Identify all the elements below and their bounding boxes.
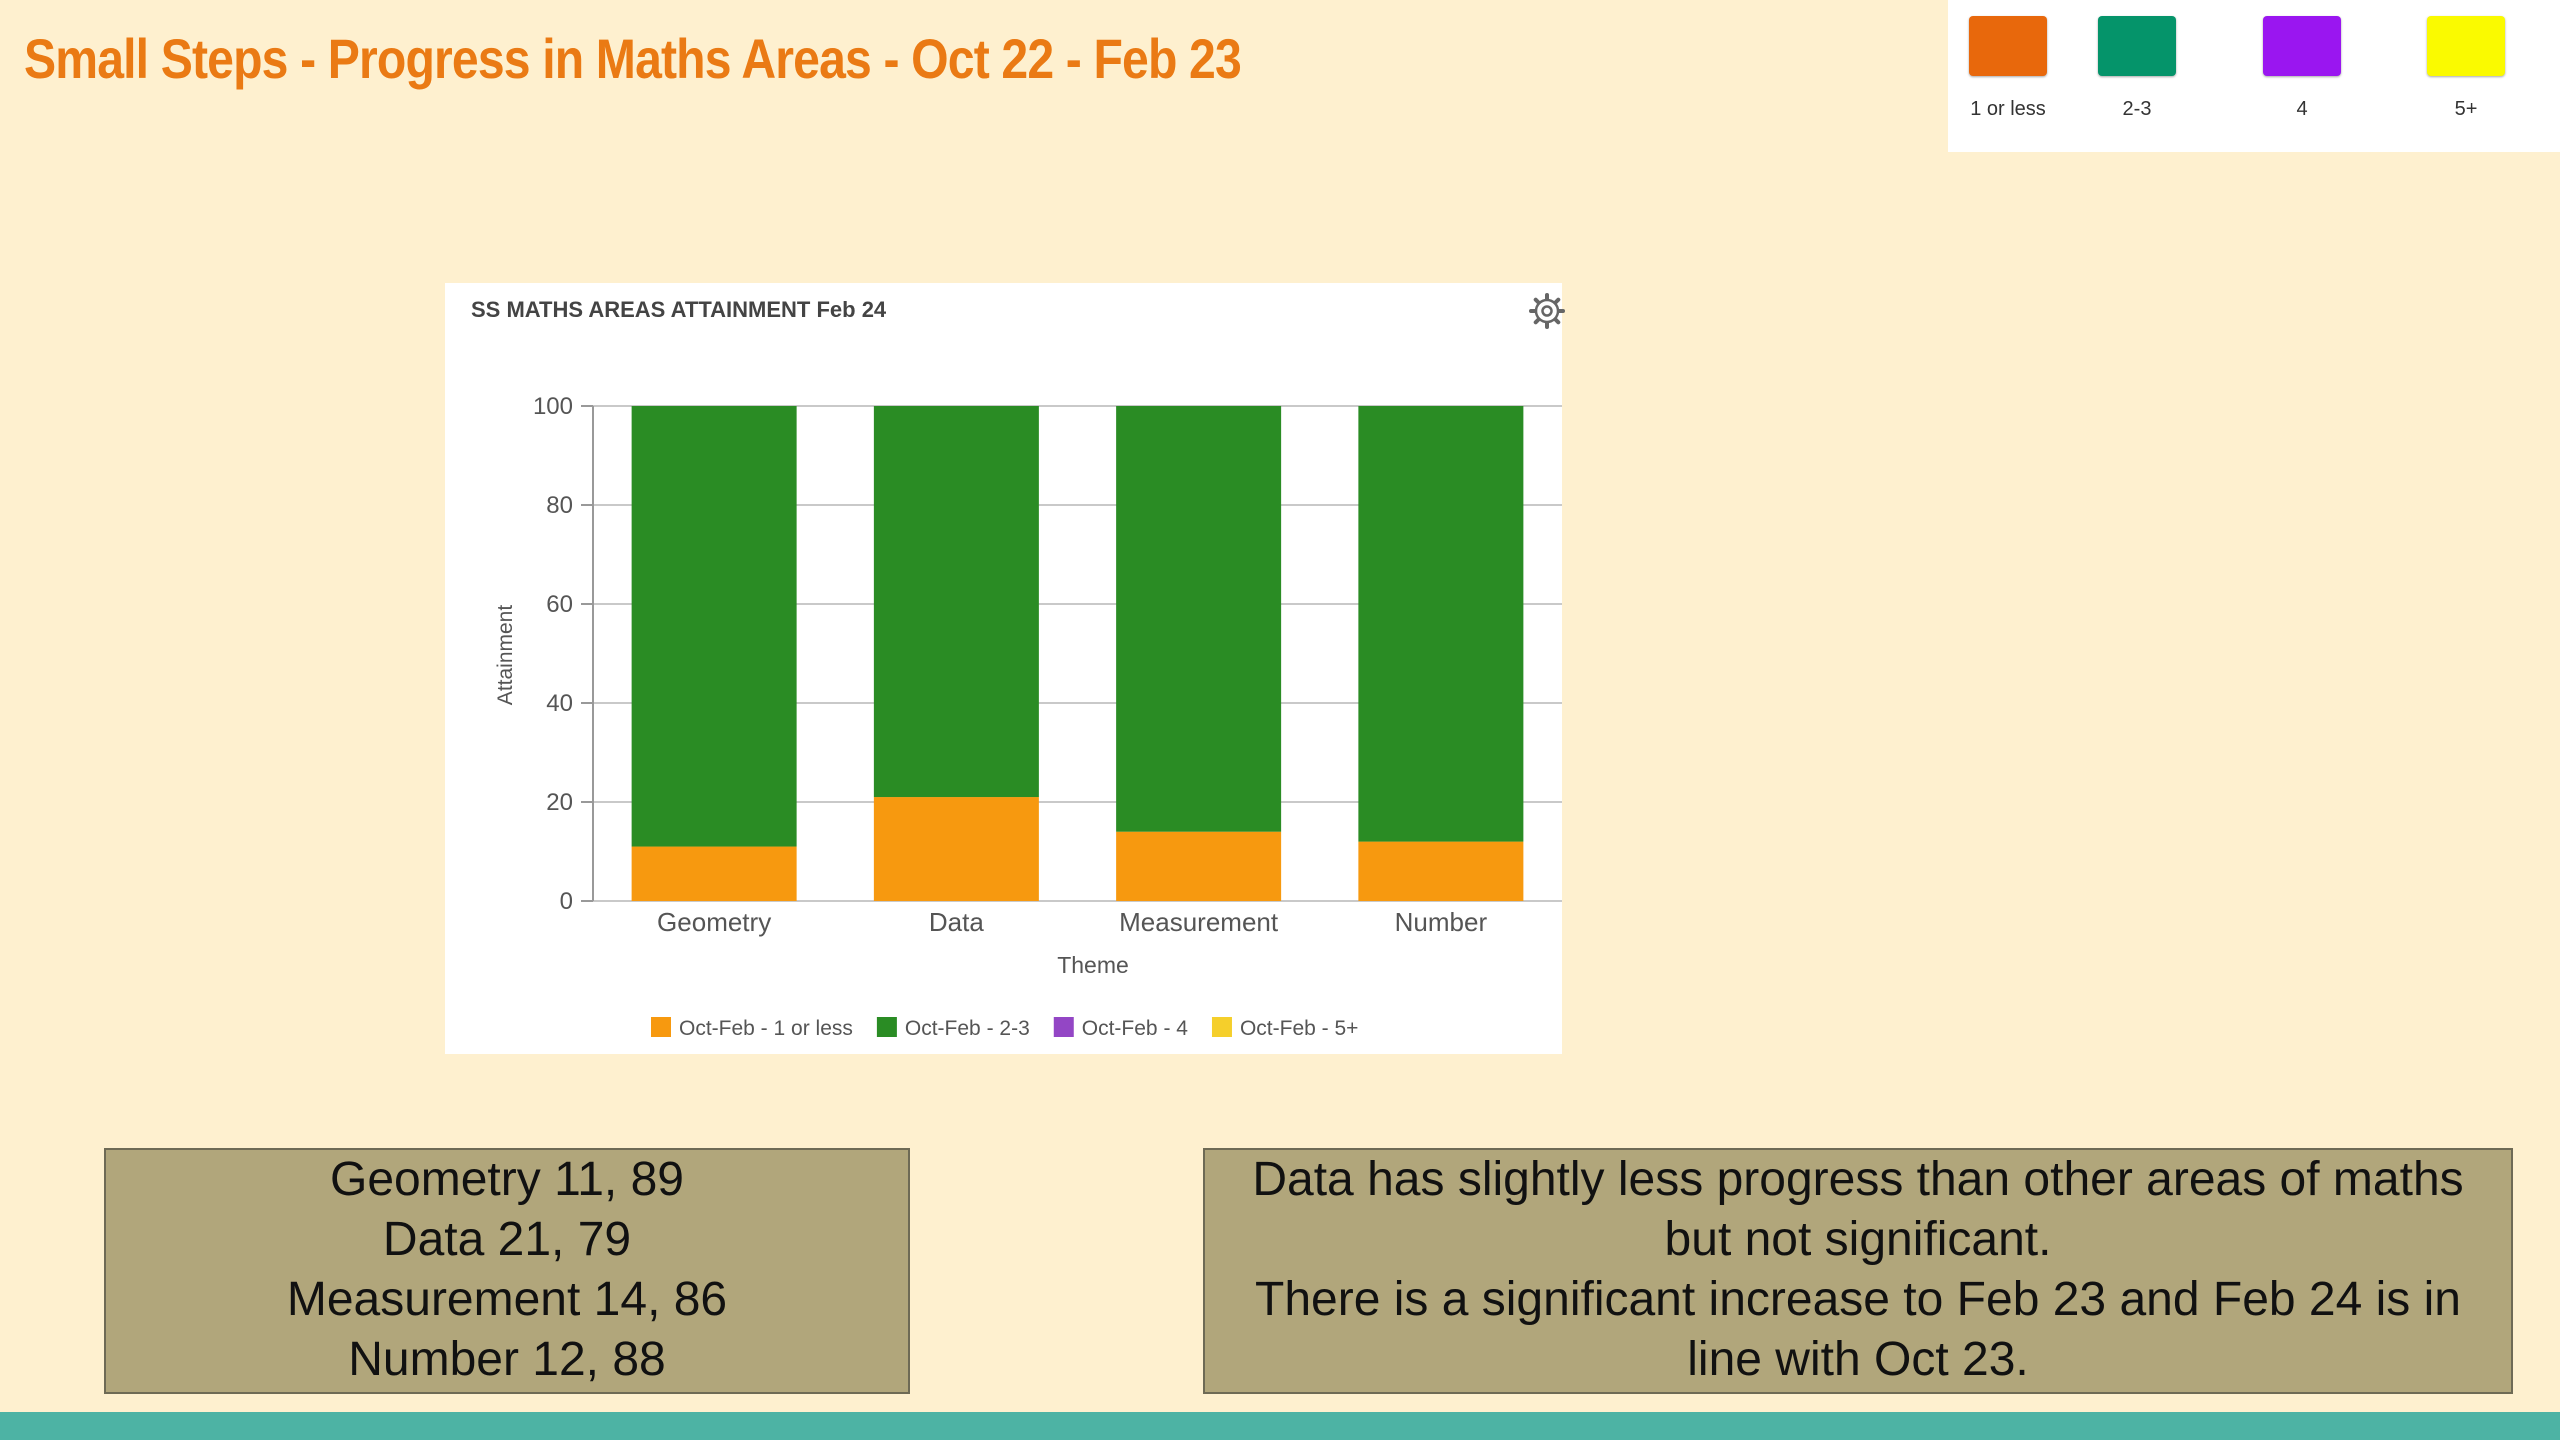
- key-swatch: [2263, 16, 2341, 76]
- legend-label: Oct-Feb - 1 or less: [679, 1017, 853, 1040]
- key-item-4: 4: [2242, 16, 2362, 121]
- y-tick-label: 60: [546, 591, 573, 618]
- summary-line: Data 21, 79: [382, 1213, 632, 1266]
- key-item-5-plus: 5+: [2406, 16, 2526, 121]
- x-tick-label: Measurement: [1119, 907, 1279, 937]
- comment-line: There is a significant increase to Feb 2…: [1255, 1273, 2461, 1326]
- key-swatch: [2427, 16, 2505, 76]
- comment-box: Data has slightly less progress than oth…: [1203, 1148, 2513, 1394]
- y-axis-title: Attainment: [494, 605, 517, 706]
- color-key: 1 or less 2-3 4 5+: [1948, 0, 2560, 152]
- summary-line: Measurement 14, 86: [286, 1273, 728, 1326]
- y-tick-label: 0: [560, 888, 573, 915]
- legend-swatch: [876, 1017, 897, 1037]
- legend-label: Oct-Feb - 2-3: [905, 1017, 1030, 1040]
- key-label: 1 or less: [1970, 98, 2046, 120]
- x-tick-label: Number: [1395, 907, 1488, 937]
- summary-box: Geometry 11, 89 Data 21, 79 Measurement …: [104, 1148, 910, 1394]
- x-tick-label: Data: [929, 907, 984, 937]
- key-item-1-or-less: 1 or less: [1948, 16, 2068, 121]
- key-label: 4: [2296, 98, 2308, 120]
- footer-bar: [0, 1412, 2560, 1440]
- legend-label: Oct-Feb - 5+: [1240, 1017, 1358, 1040]
- summary-line: Geometry 11, 89: [330, 1153, 684, 1206]
- bar-segment: [1116, 406, 1282, 832]
- bar-segment: [873, 406, 1039, 798]
- bar-segment: [1358, 841, 1524, 901]
- comment-line: line with Oct 23.: [1687, 1333, 2029, 1386]
- chart-panel: SS MATHS AREAS ATTAINMENT Feb 24 0 20 40 60…: [445, 283, 1565, 1054]
- y-tick-label: 80: [546, 492, 573, 519]
- y-tick-label: 40: [546, 690, 573, 717]
- legend-swatch: [1211, 1017, 1232, 1037]
- y-tick-label: 20: [546, 789, 573, 816]
- bar-segment: [631, 406, 797, 847]
- key-item-2-3: 2-3: [2077, 16, 2197, 121]
- bar-segment: [1358, 406, 1524, 842]
- legend-swatch: [651, 1017, 671, 1037]
- chart-title: SS MATHS AREAS ATTAINMENT Feb 24: [471, 297, 887, 322]
- slide-title: Small Steps - Progress in Maths Areas - …: [24, 27, 1242, 90]
- comment-line: Data has slightly less progress than oth…: [1252, 1153, 2464, 1206]
- legend-label: Oct-Feb - 4: [1082, 1017, 1189, 1040]
- y-tick-label: 100: [533, 393, 573, 420]
- x-axis-title: Theme: [1057, 952, 1129, 978]
- summary-line: Number 12, 88: [348, 1333, 666, 1386]
- key-label: 2-3: [2122, 98, 2152, 120]
- key-label: 5+: [2454, 98, 2478, 120]
- bar-segment: [631, 846, 797, 901]
- key-swatch: [1969, 16, 2047, 76]
- bar-segment: [873, 797, 1039, 901]
- legend-swatch: [1053, 1017, 1074, 1037]
- stacked-bar-chart: 0 20 40 60 80 100 Geometry Data Measurement Numbe…: [494, 393, 1562, 1040]
- bar-segment: [1116, 831, 1282, 901]
- comment-line: but not significant.: [1664, 1213, 2052, 1266]
- gear-icon[interactable]: [1527, 291, 1567, 331]
- key-swatch: [2098, 16, 2176, 76]
- x-tick-label: Geometry: [657, 907, 771, 937]
